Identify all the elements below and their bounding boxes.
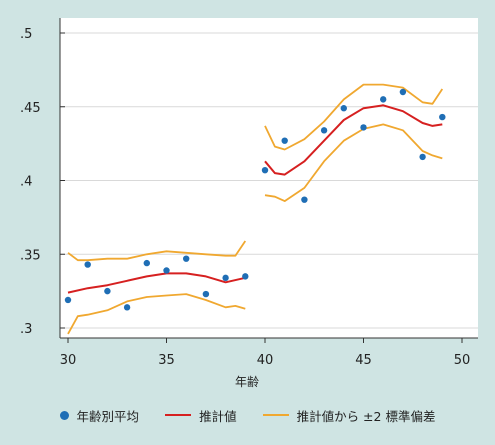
- band-lower-line: [67, 293, 246, 335]
- axis-layer: .3 .35 .4 .45 .5 30 35 40 45 50: [20, 18, 478, 368]
- fit-line: [67, 272, 246, 294]
- legend-item-points: 年齢別平均: [59, 406, 140, 425]
- data-point: [340, 105, 347, 112]
- x-tick-label: 35: [158, 353, 175, 368]
- data-point: [281, 137, 288, 144]
- data-point: [84, 261, 91, 268]
- data-point: [104, 287, 111, 295]
- data-point: [439, 113, 446, 121]
- data-point: [222, 274, 229, 282]
- fit-layer: [67, 104, 443, 294]
- legend: 年齢別平均 推計値 推計値から ±2 標準偏差: [0, 398, 495, 432]
- data-point: [261, 166, 269, 174]
- chart-svg: .3 .35 .4 .45 .5 30 35 40 45 50 年齢: [20, 18, 478, 389]
- band-layer: [67, 83, 444, 335]
- x-tick-label: 50: [454, 353, 471, 368]
- legend-dot-swatch: [59, 410, 69, 420]
- legend-item-fit: 推計値: [165, 406, 237, 425]
- data-point: [320, 127, 328, 134]
- data-point: [163, 267, 170, 274]
- y-tick-label: .35: [20, 248, 41, 263]
- data-point: [202, 290, 210, 298]
- band-upper-line: [67, 240, 247, 262]
- data-point: [301, 196, 308, 203]
- x-axis-title: 年齢: [235, 374, 259, 389]
- y-tick-label: .3: [20, 322, 32, 337]
- legend-label-fit: 推計値: [199, 408, 237, 424]
- legend-line-swatch-band: [262, 414, 289, 416]
- y-tick-label: .5: [20, 27, 32, 42]
- y-tick-label: .4: [20, 175, 32, 190]
- data-point: [143, 259, 150, 267]
- legend-label-points: 年齢別平均: [76, 408, 140, 424]
- data-point: [183, 255, 190, 262]
- band-lower-line: [264, 123, 443, 202]
- data-point: [123, 304, 131, 311]
- legend-item-band: 推計値から ±2 標準偏差: [262, 406, 436, 425]
- x-tick-label: 30: [60, 353, 77, 368]
- plot-area: [60, 18, 478, 338]
- data-point: [380, 96, 387, 103]
- y-tick-label: .45: [20, 101, 41, 116]
- data-point: [399, 88, 407, 96]
- data-point: [242, 273, 249, 280]
- band-upper-line: [264, 83, 444, 151]
- data-point: [64, 296, 72, 304]
- x-tick-label: 45: [355, 353, 372, 368]
- data-point: [419, 153, 426, 161]
- fit-line: [264, 104, 443, 176]
- legend-label-band: 推計値から ±2 標準偏差: [296, 408, 436, 424]
- point-layer: [64, 88, 446, 311]
- x-tick-label: 40: [257, 353, 274, 368]
- data-point: [360, 124, 367, 131]
- grid-layer: [60, 32, 478, 329]
- legend-line-swatch-fit: [165, 414, 192, 416]
